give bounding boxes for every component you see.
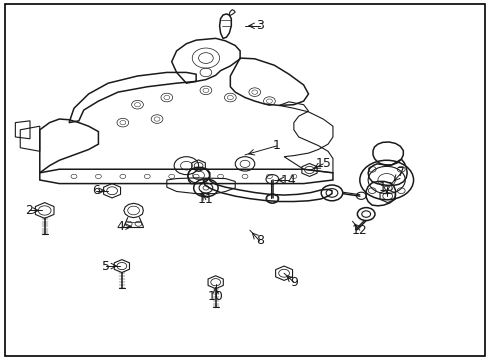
- Text: 12: 12: [352, 224, 368, 237]
- Text: 8: 8: [256, 234, 264, 247]
- Text: 3: 3: [256, 19, 264, 32]
- Text: 7: 7: [397, 166, 405, 179]
- Text: 2: 2: [25, 204, 33, 217]
- Text: 10: 10: [208, 290, 223, 303]
- Text: 11: 11: [198, 193, 214, 206]
- Text: 14: 14: [281, 174, 297, 186]
- Text: 9: 9: [290, 276, 298, 289]
- Text: 4: 4: [117, 220, 124, 233]
- Text: 13: 13: [379, 181, 394, 194]
- Text: 5: 5: [102, 260, 110, 273]
- Text: 1: 1: [273, 139, 281, 152]
- Text: 6: 6: [92, 184, 100, 197]
- Text: 15: 15: [315, 157, 331, 170]
